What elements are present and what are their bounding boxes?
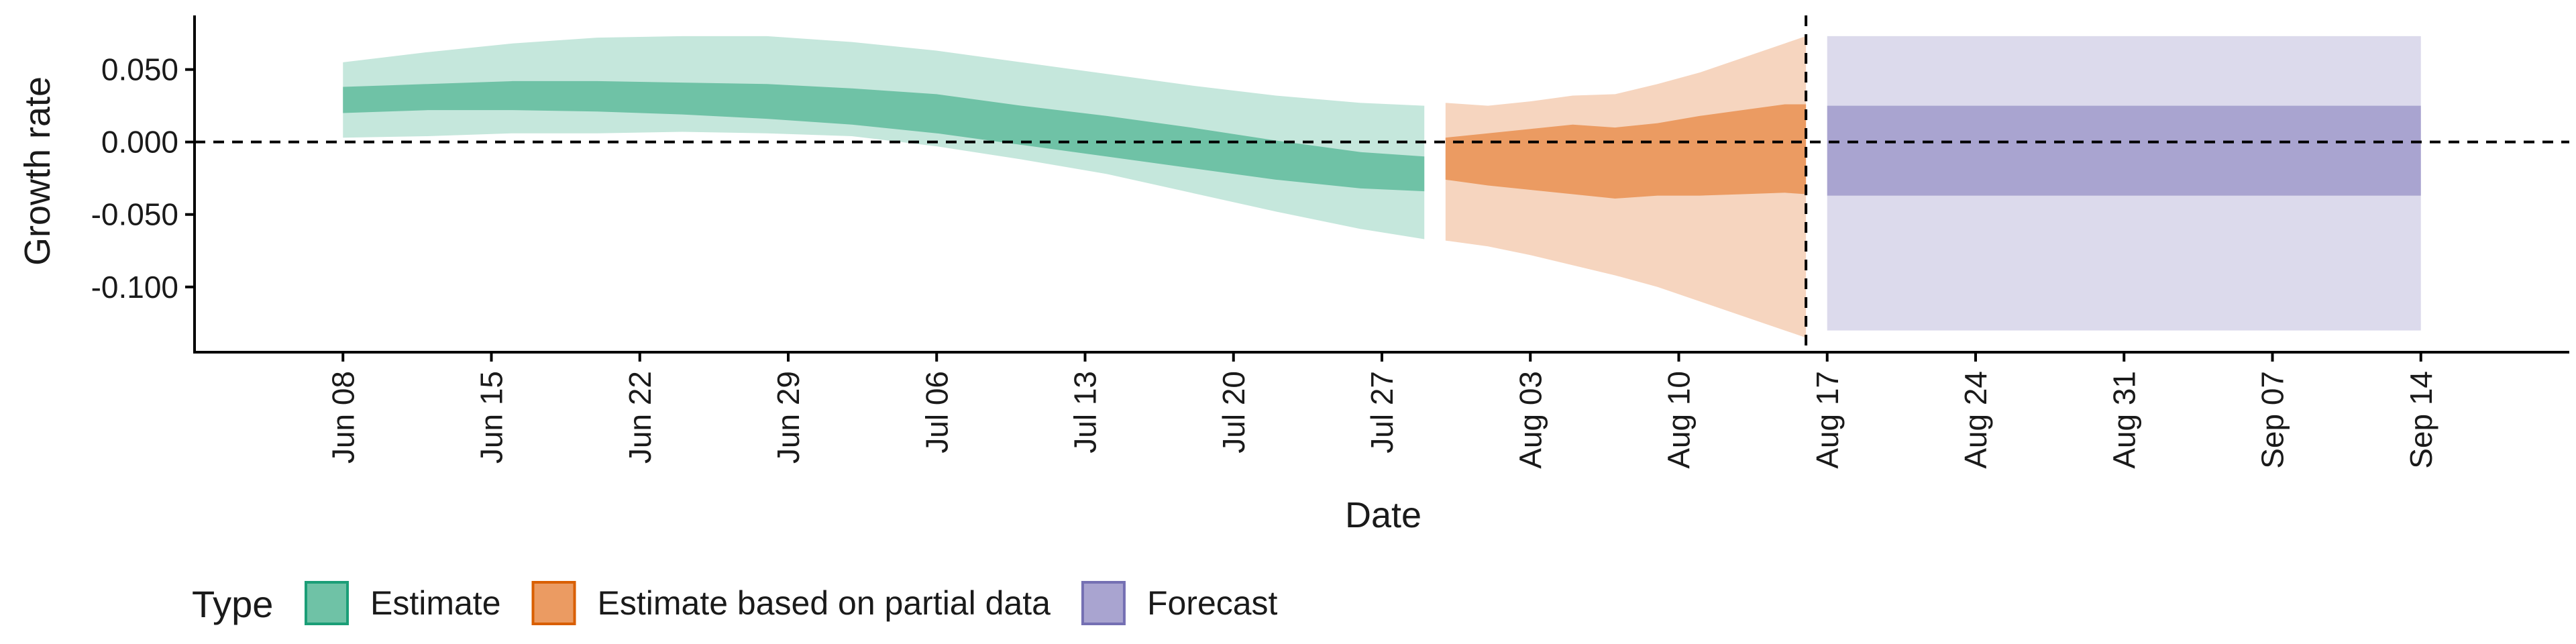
reference-lines bbox=[195, 15, 2569, 352]
legend-swatch bbox=[531, 581, 576, 625]
legend-swatch bbox=[1081, 581, 1126, 625]
x-tick-label: Aug 03 bbox=[1513, 371, 1548, 469]
x-tick-label: Aug 24 bbox=[1958, 371, 1993, 469]
x-tick-label: Jul 13 bbox=[1068, 371, 1103, 453]
x-tick-label: Jun 29 bbox=[771, 371, 806, 464]
x-tick-label: Jun 08 bbox=[325, 371, 360, 464]
y-axis-title: Growth rate bbox=[17, 76, 58, 266]
x-tick-label: Jul 20 bbox=[1216, 371, 1251, 453]
estimate-based-on-partial-data-inner-band bbox=[1445, 104, 1807, 199]
x-axis-title: Date bbox=[1345, 495, 1421, 535]
legend-swatch bbox=[305, 581, 349, 625]
y-tick-label: 0.000 bbox=[101, 125, 178, 160]
x-tick-label: Aug 10 bbox=[1662, 371, 1697, 469]
legend-label: Estimate based on partial data bbox=[598, 584, 1051, 622]
legend-label: Forecast bbox=[1147, 584, 1278, 622]
legend-title: Type bbox=[192, 583, 273, 625]
legend: Type Estimate Estimate based on partial d… bbox=[192, 581, 1278, 625]
x-tick-label: Aug 31 bbox=[2106, 371, 2141, 469]
forecast-inner-band bbox=[1827, 105, 2421, 196]
legend-label: Estimate bbox=[370, 584, 501, 622]
estimate-outer-band bbox=[343, 36, 1425, 239]
x-tick-label: Sep 14 bbox=[2404, 371, 2438, 469]
y-tick-label: -0.050 bbox=[91, 197, 178, 232]
bands-layer bbox=[343, 36, 2421, 338]
x-tick-label: Jul 27 bbox=[1364, 371, 1399, 453]
estimate-inner-band bbox=[343, 80, 1425, 192]
x-tick-label: Jul 06 bbox=[919, 371, 954, 453]
x-tick-label: Sep 07 bbox=[2255, 371, 2290, 469]
x-tick-label: Jun 15 bbox=[474, 371, 509, 464]
axes: 0.050 0.000 -0.050 -0.100 Jun 08 Jun 15 Jun 22… bbox=[91, 15, 2569, 469]
y-tick-label: 0.050 bbox=[101, 52, 178, 87]
x-tick-label: Aug 17 bbox=[1810, 371, 1845, 469]
y-tick-label: -0.100 bbox=[91, 270, 178, 305]
x-tick-label: Jun 22 bbox=[623, 371, 657, 464]
